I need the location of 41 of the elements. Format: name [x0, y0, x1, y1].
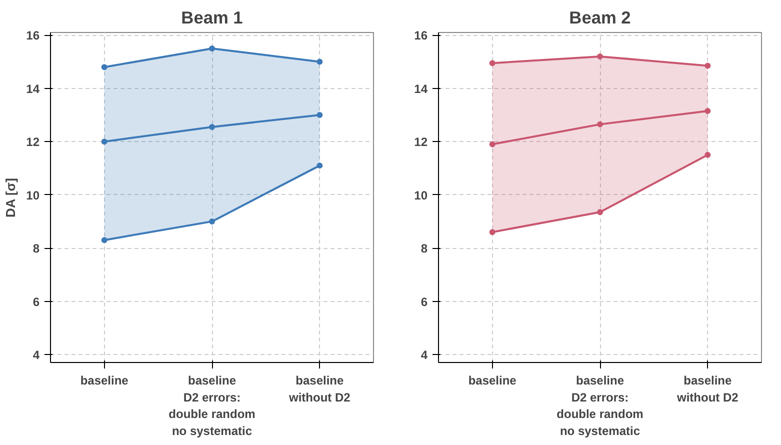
point [101, 64, 108, 70]
x-tick-label: baseline [80, 374, 129, 388]
y-tick-label: 14 [414, 82, 428, 96]
point [316, 112, 323, 118]
point [489, 141, 496, 148]
x-tick-label: baseline without D2 [676, 374, 739, 404]
point [489, 60, 496, 66]
y-tick-label: 10 [414, 188, 428, 202]
y-tick-label: 4 [32, 348, 40, 362]
y-tick-label: 8 [420, 242, 428, 256]
point [704, 152, 711, 158]
y-axis-title: DA [σ] [3, 178, 18, 218]
y-tick-label: 8 [32, 242, 40, 256]
x-tick-label: baseline [468, 374, 517, 388]
y-tick-label: 6 [420, 294, 428, 309]
point [597, 209, 603, 216]
point [597, 53, 603, 60]
y-tick-label: 12 [26, 135, 40, 150]
y-tick-label: 14 [26, 82, 40, 96]
x-tick-label: baseline D2 errors: double random no systematic [168, 374, 256, 438]
chart-title: Beam 1 [181, 8, 244, 28]
point [489, 229, 496, 236]
y-tick-label: 6 [32, 294, 40, 309]
y-tick-label: 16 [26, 28, 40, 43]
point [316, 162, 323, 169]
point [704, 108, 711, 114]
y-tick-label: 4 [420, 348, 428, 362]
point [209, 45, 215, 52]
point [101, 237, 108, 244]
point [704, 62, 711, 69]
x-tick-label: baseline without D2 [288, 374, 351, 404]
point [209, 124, 215, 130]
x-tick-label: baseline D2 errors: double random no systematic [556, 374, 644, 438]
chart-title: Beam 2 [569, 8, 631, 28]
y-tick-label: 16 [414, 28, 428, 43]
point [209, 218, 215, 224]
point [597, 121, 603, 128]
point [316, 58, 323, 65]
y-tick-label: 10 [26, 188, 40, 202]
point [101, 138, 108, 145]
y-tick-label: 12 [414, 135, 428, 150]
